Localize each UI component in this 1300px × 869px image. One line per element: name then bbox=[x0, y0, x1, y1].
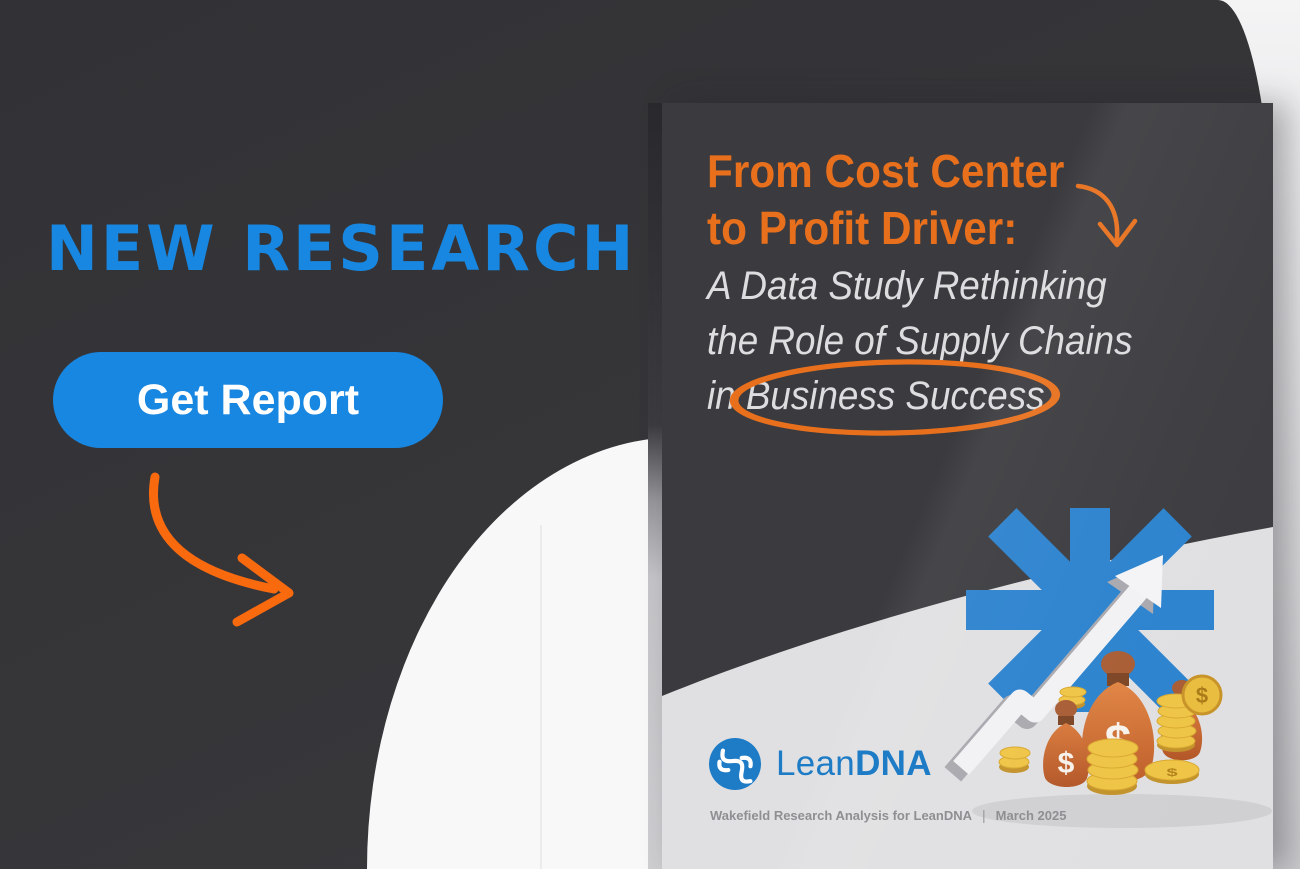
logo-text-dna: DNA bbox=[855, 744, 932, 783]
leandna-logo-icon bbox=[709, 738, 761, 790]
cover-subtitle-line3: in Business Success bbox=[707, 359, 1133, 436]
ground-shadow bbox=[972, 794, 1272, 828]
footer-attribution: Wakefield Research Analysis for LeanDNA bbox=[710, 808, 973, 823]
curved-arrow-small-icon bbox=[1075, 183, 1138, 248]
headline: NEW RESEARCH bbox=[46, 212, 637, 285]
growth-arrow-icon bbox=[944, 555, 1163, 782]
coin-tilted: $ bbox=[1181, 674, 1223, 716]
cover-subtitle: A Data Study Rethinking the Role of Supp… bbox=[707, 259, 1133, 436]
report-cover: From Cost Center to Profit Driver: A Dat… bbox=[662, 103, 1273, 869]
money-bags-icon: $ $ $ bbox=[998, 651, 1223, 795]
circled-phrase-text: Business Success bbox=[745, 374, 1045, 418]
cover-title-line2: to Profit Driver: bbox=[707, 202, 1018, 254]
curved-arrow-icon bbox=[149, 472, 294, 627]
cover-subtitle-line3-prefix: in bbox=[707, 374, 746, 418]
cover-subtitle-line1: A Data Study Rethinking bbox=[707, 264, 1107, 308]
cover-subtitle-line2: the Role of Supply Chains bbox=[707, 319, 1133, 363]
money-bag-small: $ bbox=[1043, 700, 1089, 787]
coin-stack bbox=[1156, 693, 1197, 752]
cover-footer: Wakefield Research Analysis for LeanDNA … bbox=[710, 807, 1066, 823]
coin-stack bbox=[998, 746, 1031, 773]
svg-text:$: $ bbox=[1058, 747, 1075, 780]
logo-text-lean: Lean bbox=[776, 744, 856, 783]
page-seam-line bbox=[540, 525, 542, 869]
coin-stack bbox=[1086, 738, 1139, 795]
coin-flat: $ bbox=[1144, 759, 1200, 784]
cover-title-line1: From Cost Center bbox=[707, 145, 1065, 197]
footer-date: March 2025 bbox=[995, 808, 1067, 823]
cover-title: From Cost Center to Profit Driver: bbox=[707, 143, 1064, 257]
leandna-logo: LeanDNA bbox=[708, 737, 932, 791]
circled-phrase: Business Success bbox=[730, 359, 1061, 436]
leandna-logo-text: LeanDNA bbox=[776, 737, 932, 791]
get-report-label: Get Report bbox=[136, 375, 360, 424]
footer-separator: | bbox=[982, 807, 986, 823]
get-report-button[interactable]: Get Report bbox=[53, 352, 443, 448]
svg-text:$: $ bbox=[1196, 683, 1208, 708]
growth-money-illustration: $ $ $ bbox=[944, 508, 1272, 828]
svg-text:$: $ bbox=[1166, 766, 1177, 778]
